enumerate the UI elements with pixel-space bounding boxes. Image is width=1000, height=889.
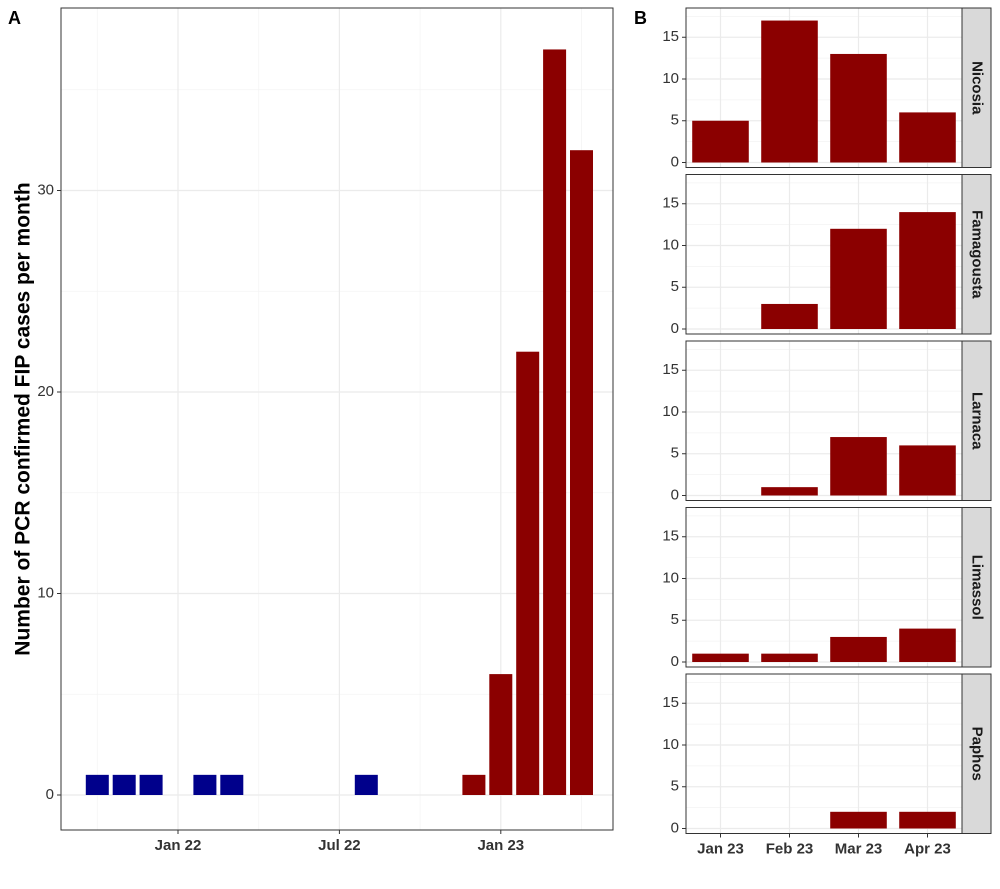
facet-border	[685, 673, 963, 834]
panel-b-tag: B	[634, 8, 647, 28]
bar	[692, 120, 749, 163]
bar	[139, 774, 163, 795]
x-tick-label: Jan 23	[697, 841, 744, 858]
bar	[193, 774, 217, 795]
facet-strip	[961, 174, 992, 335]
x-tick-label: Jul 22	[318, 837, 361, 854]
facet-larnaca: 0 5 10 15 Larnaca	[662, 340, 992, 503]
facet-strip	[961, 673, 992, 834]
bar	[761, 653, 818, 662]
bar	[761, 487, 818, 496]
y-tick-label: 20	[37, 383, 54, 400]
bar	[830, 228, 887, 329]
bar	[899, 112, 956, 163]
y-tick-label: 5	[671, 611, 679, 628]
x-tick-label: Jan 23	[477, 837, 524, 854]
y-tick-label: 0	[671, 320, 679, 337]
y-tick-label: 10	[37, 584, 54, 601]
bar	[830, 636, 887, 662]
x-tick-label: Apr 23	[904, 841, 951, 858]
y-tick-label: 0	[46, 786, 54, 803]
y-tick-label: 15	[662, 195, 679, 212]
bar	[899, 445, 956, 496]
bar	[85, 774, 109, 795]
facet-strip-label: Nicosia	[969, 61, 986, 115]
y-tick-label: 10	[662, 236, 679, 253]
y-tick-label: 15	[662, 528, 679, 545]
facet-strip	[961, 507, 992, 668]
y-tick-label: 5	[671, 445, 679, 462]
bar	[761, 303, 818, 329]
bar	[899, 811, 956, 829]
panel-a-tag: A	[8, 8, 21, 28]
y-tick-label: 0	[671, 486, 679, 503]
y-tick-label: 30	[37, 181, 54, 198]
bar	[899, 212, 956, 329]
y-tick-label: 0	[671, 153, 679, 170]
y-axis-title: Number of PCR confirmed FIP cases per mo…	[12, 182, 35, 655]
x-tick-label: Mar 23	[835, 841, 883, 858]
bar	[899, 628, 956, 662]
y-tick-label: 10	[662, 70, 679, 87]
y-tick-label: 15	[662, 694, 679, 711]
panel-a-border	[60, 7, 614, 831]
bar	[830, 53, 887, 163]
bar	[489, 674, 513, 795]
facet-famagousta: 0 5 10 15 Famagousta	[662, 174, 992, 337]
facet-strip	[961, 340, 992, 501]
facet-strip-label: Famagousta	[969, 210, 986, 299]
bar	[516, 351, 540, 795]
bar	[462, 774, 486, 795]
x-tick-label: Jan 22	[155, 837, 202, 854]
y-tick-label: 10	[662, 736, 679, 753]
bar	[761, 20, 818, 163]
bar	[543, 49, 567, 795]
panel-b: 0 5 10 15 Nicosia 0 5 10 15 Famagousta 0 5 10 15 Larna…	[662, 7, 992, 858]
facet-strip-label: Larnaca	[969, 392, 986, 450]
bar	[220, 774, 244, 795]
x-tick-label: Feb 23	[766, 841, 814, 858]
facet-nicosia: 0 5 10 15 Nicosia	[662, 7, 992, 170]
bar	[354, 774, 378, 795]
y-tick-label: 0	[671, 653, 679, 670]
facet-strip-label: Limassol	[969, 555, 986, 620]
facet-strip	[961, 7, 992, 168]
y-tick-label: 0	[671, 819, 679, 836]
y-tick-label: 5	[671, 278, 679, 295]
bar	[830, 811, 887, 829]
bar	[692, 653, 749, 662]
y-tick-label: 5	[671, 112, 679, 129]
panel-a: 0 10 20 30 Jan 22 Jul 22 Jan 23	[37, 7, 614, 854]
y-tick-label: 15	[662, 361, 679, 378]
bar	[830, 437, 887, 496]
facet-limassol: 0 5 10 15 Limassol	[662, 507, 992, 670]
bar	[570, 150, 593, 795]
bar	[112, 774, 136, 795]
y-tick-label: 10	[662, 403, 679, 420]
facet-paphos: 0 5 10 15 Paphos Jan 23 Feb 23 Mar 23 Apr 23	[662, 673, 992, 858]
facet-strip-label: Paphos	[969, 727, 986, 781]
y-tick-label: 15	[662, 28, 679, 45]
y-tick-label: 10	[662, 569, 679, 586]
y-tick-label: 5	[671, 778, 679, 795]
